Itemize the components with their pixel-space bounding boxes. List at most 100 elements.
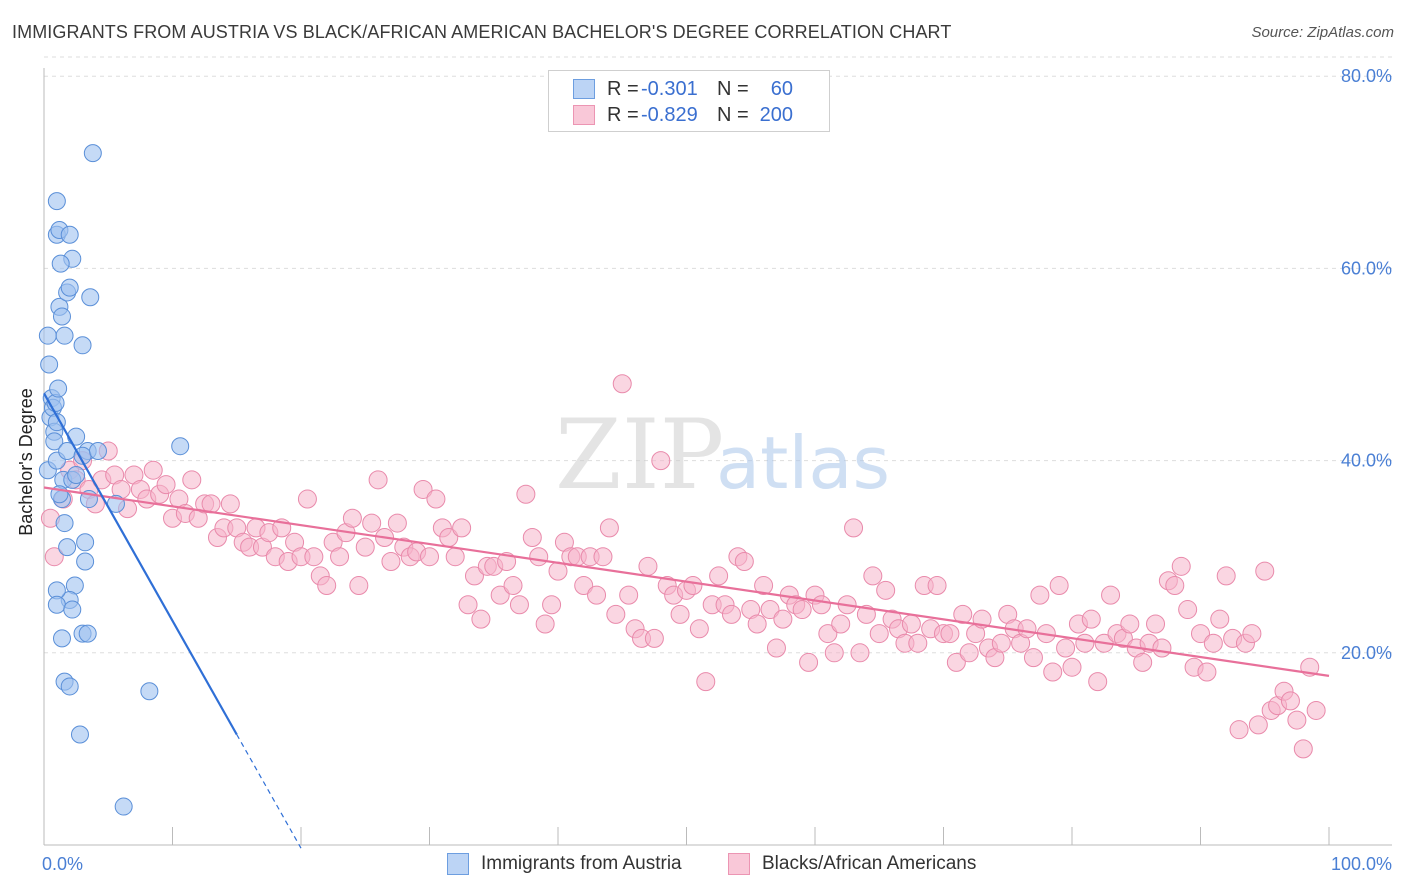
trend-line-black xyxy=(43,486,1330,677)
trend-line-austria xyxy=(43,392,238,736)
data-point-black xyxy=(901,614,921,634)
data-point-black xyxy=(1075,633,1095,653)
data-point-austria xyxy=(60,677,79,696)
legend-n-label: N = xyxy=(717,77,749,100)
data-point-black xyxy=(420,547,439,567)
series-austria-points xyxy=(38,144,190,816)
data-point-austria xyxy=(114,797,133,816)
data-point-black xyxy=(342,508,362,528)
data-point-austria xyxy=(52,307,71,326)
data-point-black xyxy=(818,624,838,644)
data-point-black xyxy=(1120,614,1140,634)
data-point-black xyxy=(1293,739,1313,759)
axes xyxy=(43,68,1392,846)
data-point-black xyxy=(330,547,350,567)
data-point-black xyxy=(355,537,375,557)
bottom-legend-black: Blacks/African Americans xyxy=(728,852,976,876)
data-point-black xyxy=(991,633,1011,653)
data-point-black xyxy=(709,566,729,586)
legend-r-value: -0.829 xyxy=(641,103,698,126)
data-point-austria xyxy=(60,278,79,297)
bottom-legend-label-austria: Immigrants from Austria xyxy=(481,853,682,874)
data-point-black xyxy=(1056,638,1076,658)
data-point-black xyxy=(606,604,626,624)
data-point-black xyxy=(593,547,613,567)
data-point-black xyxy=(1146,614,1166,634)
data-point-austria xyxy=(73,336,92,355)
data-point-austria xyxy=(81,288,100,307)
data-point-austria xyxy=(51,254,70,273)
data-point-black xyxy=(953,604,973,624)
data-point-black xyxy=(824,643,844,663)
data-point-black xyxy=(927,576,947,596)
data-point-austria xyxy=(47,192,66,211)
data-point-black xyxy=(156,475,176,495)
data-point-austria xyxy=(76,533,95,552)
data-point-black xyxy=(747,614,767,634)
data-point-black xyxy=(220,494,240,514)
data-point-austria xyxy=(55,326,74,345)
data-point-black xyxy=(959,643,979,663)
legend-row-black: R = -0.829 N = 200 xyxy=(573,103,793,127)
data-point-austria xyxy=(76,552,95,571)
data-point-austria xyxy=(52,629,71,648)
data-point-black xyxy=(509,595,529,615)
data-point-austria xyxy=(88,442,107,460)
data-point-black xyxy=(1062,657,1082,677)
data-point-black xyxy=(413,479,433,499)
data-point-black xyxy=(387,513,407,533)
data-point-black xyxy=(754,576,774,596)
data-point-black xyxy=(863,566,883,586)
y-tick-labels: 20.0% 40.0% 60.0% 80.0% xyxy=(1341,66,1392,663)
data-point-black xyxy=(1306,700,1326,720)
data-point-black xyxy=(529,547,549,567)
data-point-black xyxy=(471,609,491,629)
data-point-austria xyxy=(70,725,89,744)
data-point-black xyxy=(1280,691,1300,711)
data-point-black xyxy=(766,638,786,658)
data-point-black xyxy=(458,595,478,615)
legend-n-value: 200 xyxy=(759,103,793,126)
data-point-black xyxy=(683,576,703,596)
data-point-black xyxy=(773,609,793,629)
y-tick-label: 60.0% xyxy=(1341,258,1392,278)
data-point-black xyxy=(831,614,851,634)
data-point-black xyxy=(304,547,324,567)
data-point-black xyxy=(908,633,928,653)
data-point-black xyxy=(651,451,671,471)
data-point-austria xyxy=(60,225,79,244)
data-point-black xyxy=(503,576,523,596)
data-point-black xyxy=(574,576,594,596)
data-point-black xyxy=(1171,556,1191,576)
chart-title: IMMIGRANTS FROM AUSTRIA VS BLACK/AFRICAN… xyxy=(12,22,952,42)
data-point-black xyxy=(644,628,664,648)
x-tick-label: 0.0% xyxy=(42,854,83,874)
data-point-black xyxy=(599,518,619,538)
data-point-black xyxy=(1197,662,1217,682)
data-point-black xyxy=(689,619,709,639)
data-point-black xyxy=(1081,609,1101,629)
data-point-black xyxy=(811,595,831,615)
data-point-black xyxy=(612,374,632,394)
bottom-legend-swatch-black xyxy=(728,853,750,875)
data-point-black xyxy=(1133,652,1153,672)
legend-swatch-austria xyxy=(573,79,595,99)
data-point-black xyxy=(362,513,382,533)
data-point-black xyxy=(1023,648,1043,668)
data-point-austria xyxy=(45,432,64,451)
data-point-black xyxy=(850,643,870,663)
legend: R = -0.301 N = 60 R = -0.829 N = 200 xyxy=(548,70,830,132)
data-point-black xyxy=(1229,720,1249,740)
data-point-austria xyxy=(58,538,77,557)
data-point-austria xyxy=(49,379,68,398)
data-point-black xyxy=(349,576,369,596)
data-point-austria xyxy=(78,624,97,643)
data-point-austria xyxy=(67,427,86,446)
y-tick-label: 40.0% xyxy=(1341,451,1392,471)
data-point-black xyxy=(1216,566,1236,586)
data-point-austria xyxy=(171,437,190,456)
data-point-black xyxy=(452,518,472,538)
data-point-black xyxy=(542,595,562,615)
data-point-austria xyxy=(67,466,86,485)
x-tick-labels: 0.0% 100.0% xyxy=(42,854,1392,874)
